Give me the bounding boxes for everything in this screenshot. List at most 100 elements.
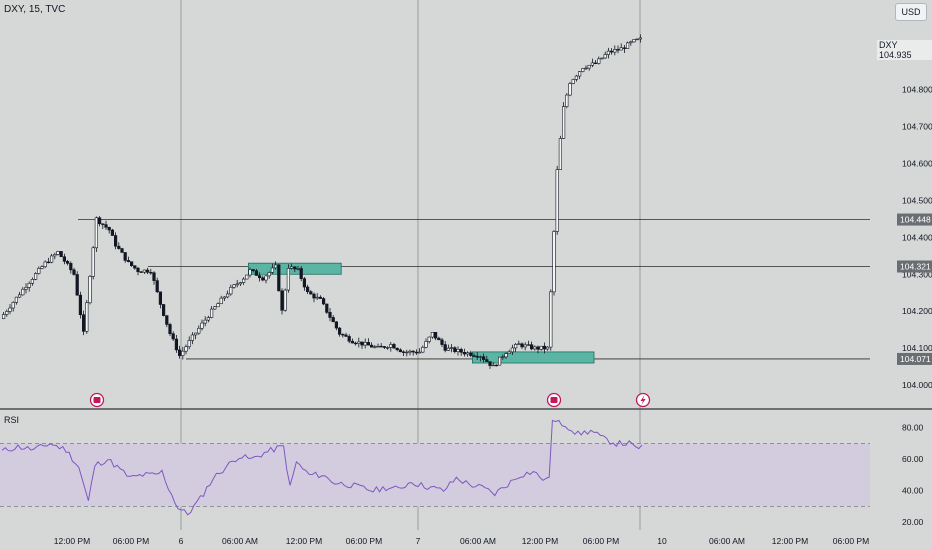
- lightning-icon[interactable]: [635, 392, 651, 408]
- candle-body: [299, 268, 303, 279]
- candle-body: [210, 308, 214, 318]
- candle-body: [17, 294, 22, 298]
- candle-body: [424, 341, 428, 348]
- candle-body: [334, 321, 339, 329]
- candle-body: [229, 286, 233, 295]
- rsi-tick-label: 20.00: [902, 517, 924, 527]
- candle-body: [629, 41, 633, 44]
- earnings-icon[interactable]: [546, 392, 562, 408]
- candle-body: [139, 271, 143, 273]
- candle-body: [261, 277, 265, 281]
- candle-body: [526, 344, 530, 346]
- candle-body: [635, 38, 639, 41]
- symbol-title: DXY, 15, TVC: [4, 4, 66, 15]
- candle-body: [379, 345, 383, 348]
- candle-body: [27, 283, 31, 288]
- candle-body: [242, 278, 246, 283]
- time-tick-label: 10: [657, 536, 667, 546]
- candle-body: [1, 314, 6, 319]
- candle-body: [619, 47, 623, 51]
- candle-body: [56, 251, 60, 255]
- candle-body: [357, 341, 361, 344]
- time-tick-label: 06:00 PM: [583, 536, 619, 546]
- candle-body: [168, 324, 172, 335]
- candle-body: [571, 79, 575, 84]
- candle-body: [376, 345, 380, 348]
- price-tick-label: 104.800: [902, 84, 932, 94]
- candle-body: [14, 296, 19, 303]
- candle-body: [510, 347, 515, 353]
- rsi-series-line: [1, 419, 643, 516]
- candle-body: [254, 270, 259, 276]
- candle-body: [30, 279, 35, 284]
- candle-body: [433, 331, 438, 339]
- candle-body: [62, 256, 66, 262]
- candle-body: [523, 344, 527, 348]
- candle-body: [37, 268, 41, 274]
- session-separators: [180, 0, 641, 530]
- rsi-band: [0, 443, 870, 507]
- candle-body: [497, 356, 502, 366]
- candle-body: [555, 169, 559, 232]
- candle-body: [40, 266, 44, 269]
- candle-body: [488, 361, 492, 366]
- candle-body: [49, 255, 54, 263]
- candle-body: [475, 355, 479, 358]
- candle-body: [507, 351, 511, 354]
- level-tag-label: 104.321: [900, 261, 931, 271]
- candle-body: [110, 229, 114, 236]
- candle-body: [494, 364, 499, 367]
- candle-body: [392, 344, 396, 349]
- candle-body: [277, 264, 281, 292]
- price-scale-background: [870, 0, 932, 550]
- candle-body: [130, 261, 134, 266]
- candle-body: [78, 294, 82, 316]
- candle-body: [561, 106, 566, 139]
- last-price: 104.935: [879, 50, 912, 60]
- candle-body: [88, 276, 92, 304]
- candle-body: [219, 297, 223, 305]
- price-tick-label: 104.200: [902, 306, 932, 316]
- candle-body: [283, 289, 287, 311]
- highlight-zone: [471, 351, 595, 364]
- candle-body: [222, 296, 227, 299]
- candle-body: [369, 344, 374, 348]
- candle-body: [421, 347, 425, 353]
- candle-body: [158, 291, 163, 305]
- time-tick-label: 12:00 PM: [286, 536, 322, 546]
- candle-body: [459, 349, 463, 353]
- candle-body: [24, 287, 28, 290]
- candle-body: [206, 317, 211, 321]
- candle-body: [491, 364, 495, 367]
- price-tick-label: 104.700: [902, 121, 932, 131]
- candle-body: [251, 269, 255, 271]
- candle-body: [104, 224, 108, 228]
- level-tag-background: [897, 260, 932, 273]
- candle-body: [411, 350, 415, 353]
- candle-body: [504, 353, 508, 358]
- candle-body: [321, 298, 326, 305]
- event-markers[interactable]: [89, 392, 651, 408]
- candle-body: [197, 327, 201, 334]
- candle-body: [549, 291, 553, 348]
- candle-body: [382, 346, 387, 348]
- candle-body: [437, 337, 441, 341]
- candle-body: [513, 344, 518, 349]
- candle-body: [353, 342, 358, 345]
- candle-body: [427, 336, 431, 342]
- candle-body: [296, 268, 300, 270]
- candle-body: [472, 355, 476, 357]
- candle-body: [165, 315, 169, 325]
- candle-body: [401, 351, 406, 353]
- candle-body: [613, 49, 617, 53]
- candle-body: [184, 346, 188, 352]
- candle-body: [43, 261, 47, 267]
- candle-body: [270, 267, 275, 273]
- candle-body: [162, 304, 166, 316]
- currency-button[interactable]: USD: [895, 3, 927, 21]
- time-tick-label: 12:00 PM: [54, 536, 90, 546]
- candle-body: [520, 343, 524, 348]
- time-tick-label: 06:00 AM: [709, 536, 745, 546]
- earnings-icon[interactable]: [89, 392, 105, 408]
